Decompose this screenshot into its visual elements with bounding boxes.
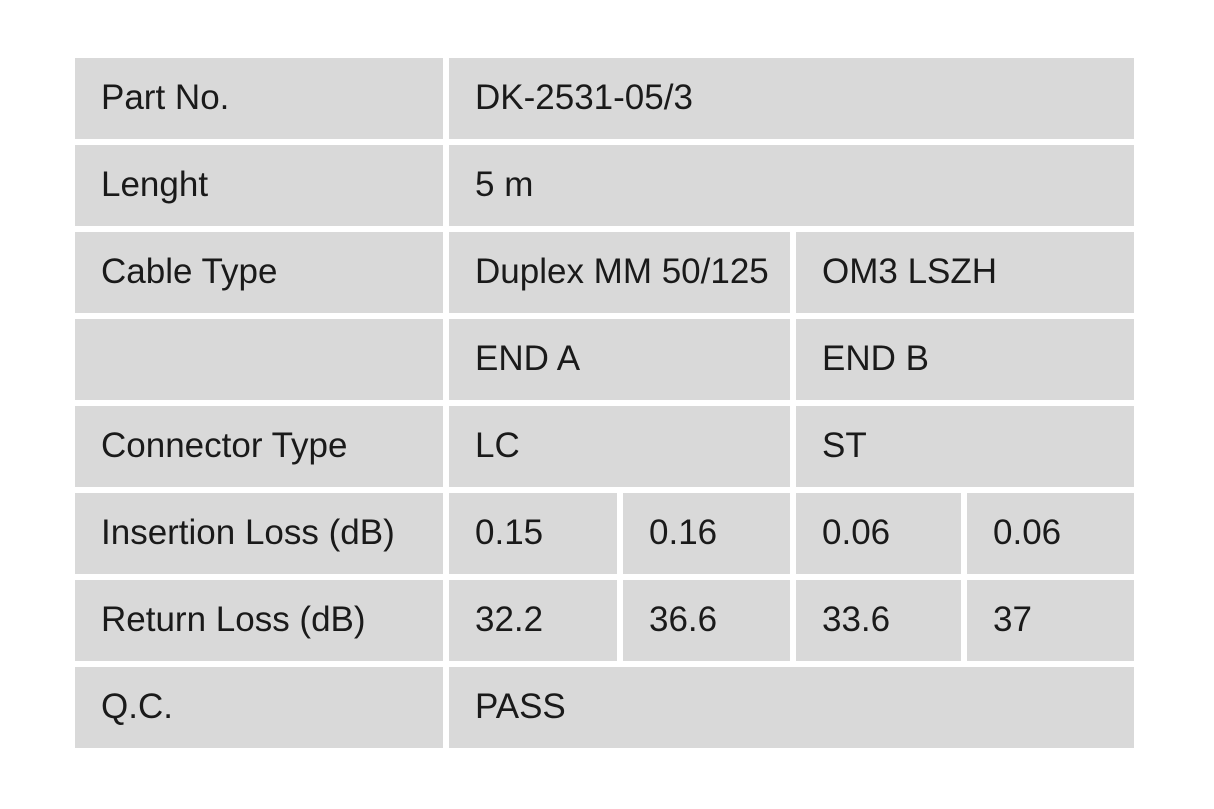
return-loss-end-a-2: 36.6	[623, 580, 790, 661]
part-no-value: DK-2531-05/3	[449, 58, 1134, 139]
end-a-header: END A	[449, 319, 790, 400]
length-label: Lenght	[75, 145, 443, 226]
length-value: 5 m	[449, 145, 1134, 226]
insertion-loss-end-a-1: 0.15	[449, 493, 617, 574]
qc-value: PASS	[449, 667, 1134, 748]
insertion-loss-label: Insertion Loss (dB)	[75, 493, 443, 574]
insertion-loss-end-b-2: 0.06	[967, 493, 1134, 574]
connector-type-end-b: ST	[796, 406, 1134, 487]
cable-type-value-right: OM3 LSZH	[796, 232, 1134, 313]
return-loss-label: Return Loss (dB)	[75, 580, 443, 661]
part-no-label: Part No.	[75, 58, 443, 139]
ends-header-spacer-cell	[75, 319, 443, 400]
insertion-loss-end-a-2: 0.16	[623, 493, 790, 574]
connector-type-label: Connector Type	[75, 406, 443, 487]
qc-label: Q.C.	[75, 667, 443, 748]
end-b-header: END B	[796, 319, 1134, 400]
return-loss-end-b-2: 37	[967, 580, 1134, 661]
spec-table: Part No. DK-2531-05/3 Lenght 5 m Cable T…	[75, 58, 1134, 748]
return-loss-end-b-1: 33.6	[796, 580, 961, 661]
connector-type-end-a: LC	[449, 406, 790, 487]
insertion-loss-end-b-1: 0.06	[796, 493, 961, 574]
return-loss-end-a-1: 32.2	[449, 580, 617, 661]
cable-type-label: Cable Type	[75, 232, 443, 313]
cable-type-value-left: Duplex MM 50/125	[449, 232, 790, 313]
